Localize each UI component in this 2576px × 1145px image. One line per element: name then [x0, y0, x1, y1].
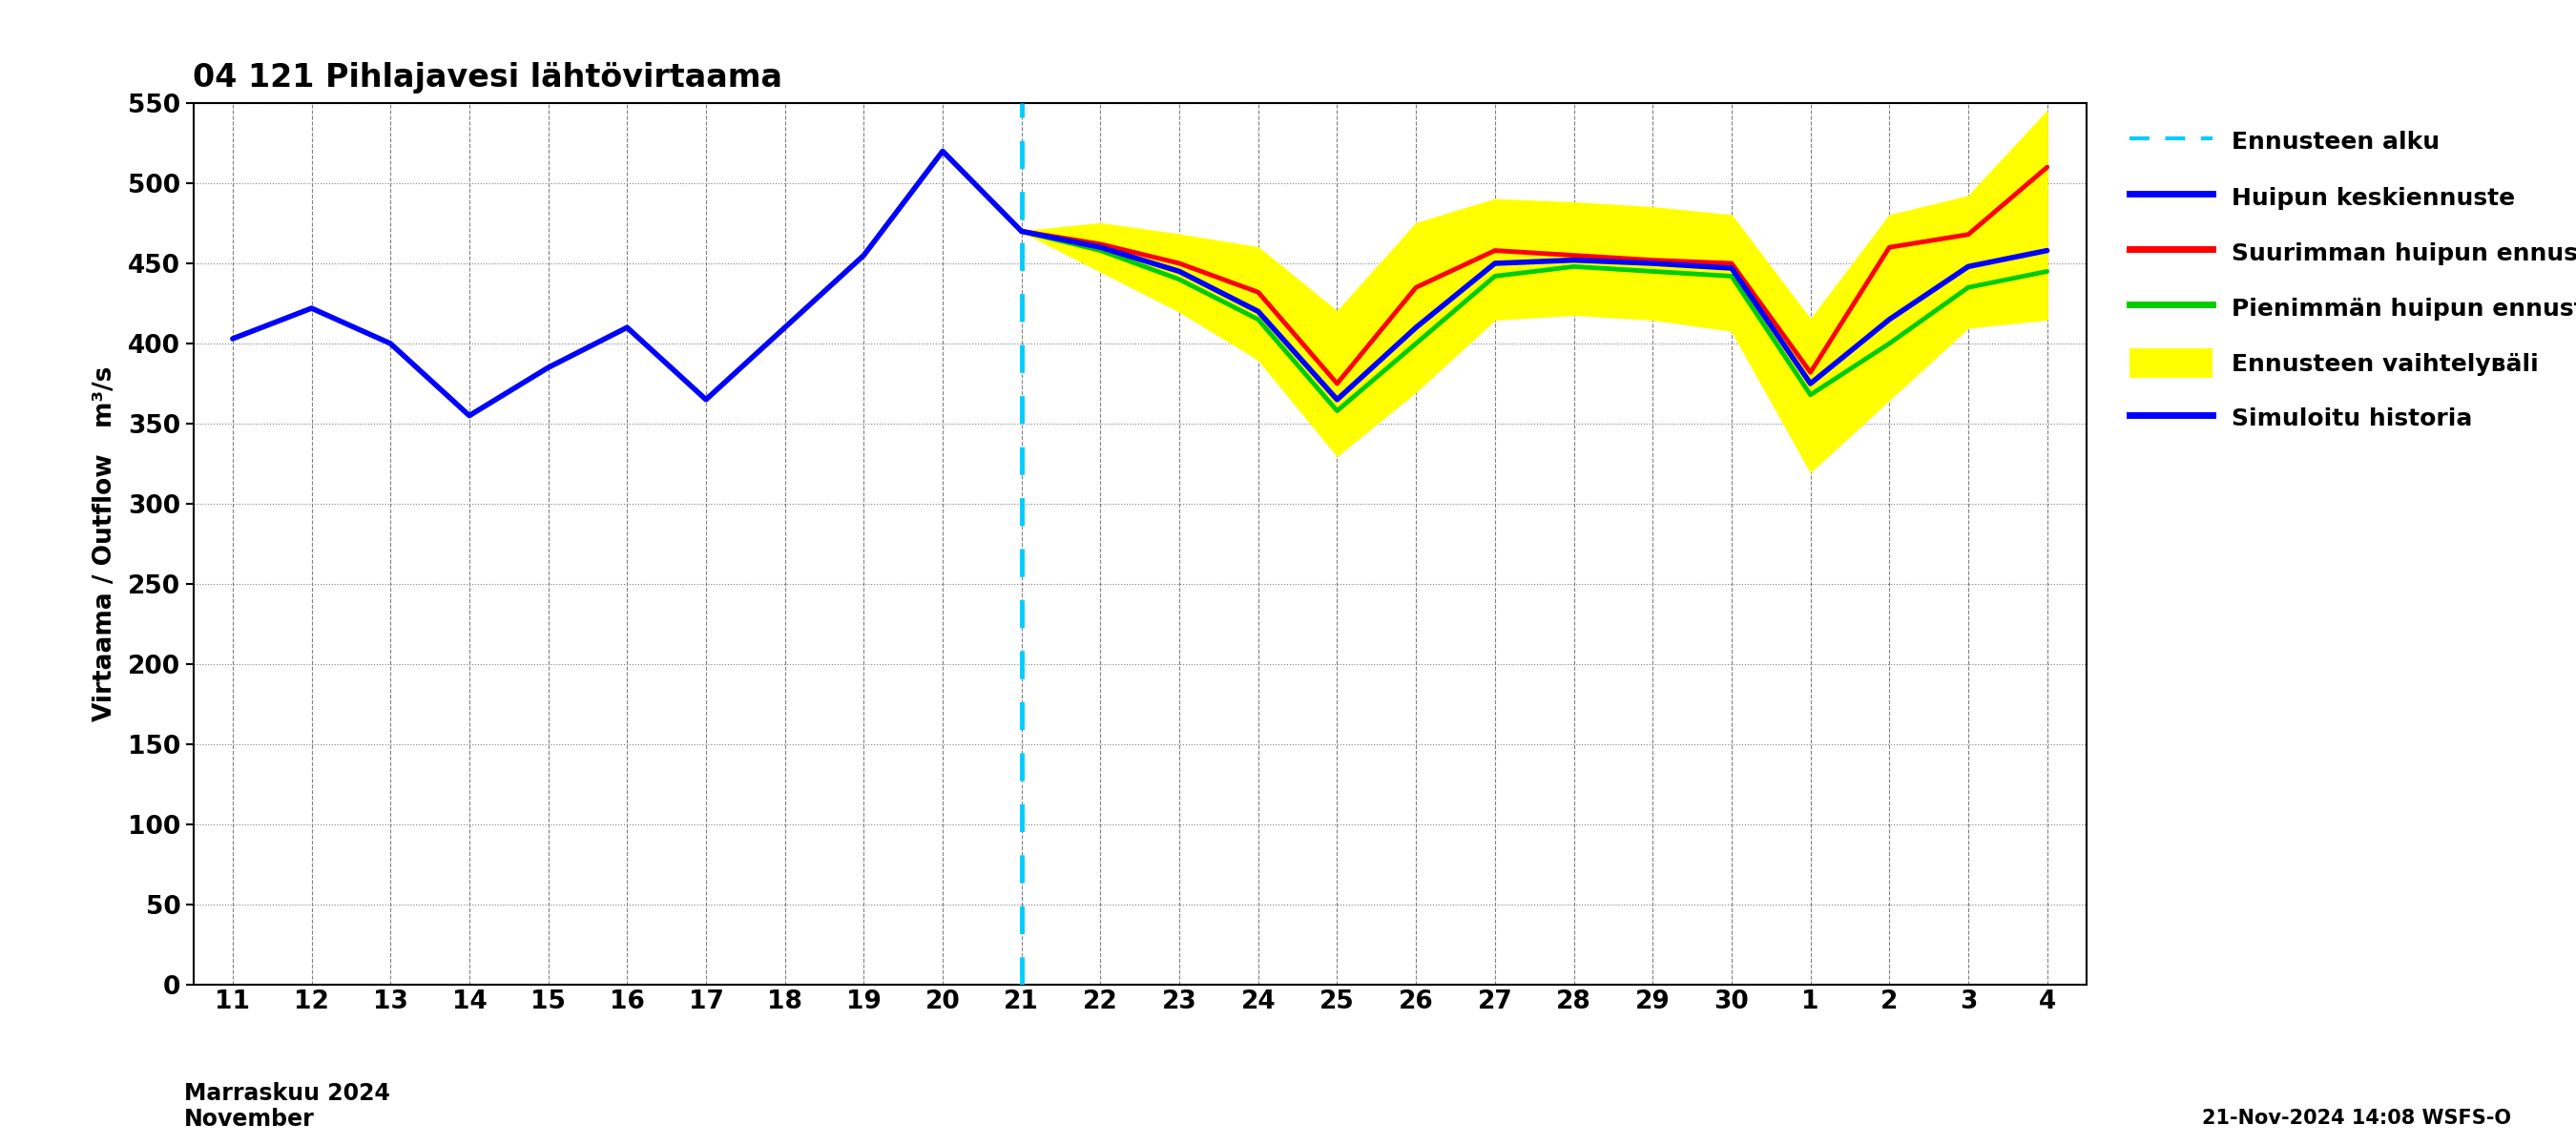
Text: Marraskuu 2024
November: Marraskuu 2024 November	[183, 1082, 389, 1131]
Text: 04 121 Pihlajavesi lähtövirtaama: 04 121 Pihlajavesi lähtövirtaama	[193, 62, 783, 94]
Y-axis label: Virtaama / Outflow   m³/s: Virtaama / Outflow m³/s	[93, 366, 118, 721]
Legend: Ennusteen alku, Huipun keskiennuste, Suurimman huipun ennuste, Pienimmän huipun : Ennusteen alku, Huipun keskiennuste, Suu…	[2117, 114, 2576, 444]
Text: 21-Nov-2024 14:08 WSFS-O: 21-Nov-2024 14:08 WSFS-O	[2202, 1108, 2512, 1128]
